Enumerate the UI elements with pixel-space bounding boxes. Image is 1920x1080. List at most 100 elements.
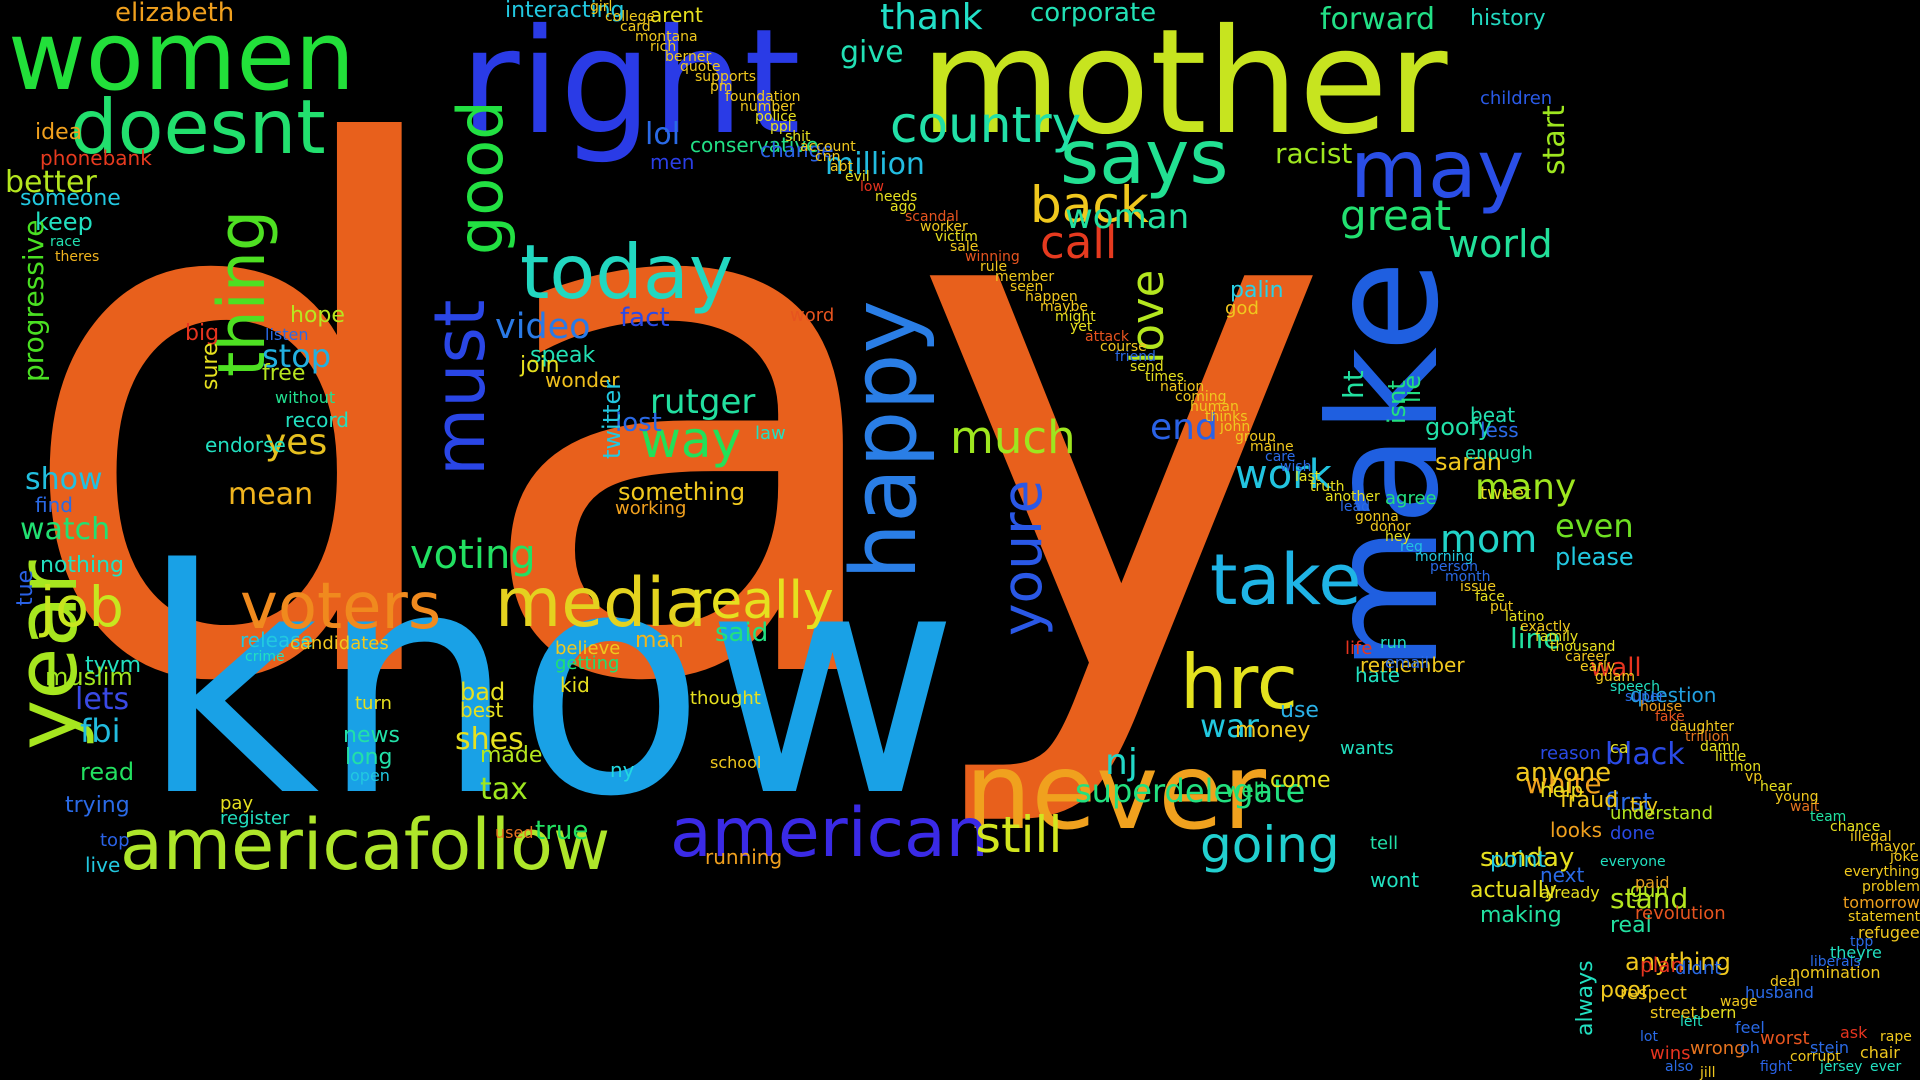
- word-history: history: [1470, 6, 1546, 31]
- word-great: great: [1340, 191, 1452, 240]
- word-shes: shes: [455, 722, 524, 757]
- word-watch: watch: [20, 512, 111, 547]
- word-chance: chance: [1830, 819, 1881, 835]
- word-record: record: [285, 408, 349, 432]
- word-actually: actually: [1470, 878, 1557, 903]
- word-lost: lost: [615, 408, 662, 438]
- word-tax: tax: [480, 772, 528, 807]
- word-reg: reg: [1400, 539, 1423, 555]
- word-mon: mon: [1730, 759, 1762, 775]
- word-yet: yet: [1070, 319, 1093, 335]
- word-didnt: didnt: [1675, 958, 1722, 979]
- word-come: come: [1270, 768, 1331, 793]
- word-early: early: [1580, 659, 1616, 675]
- word-progressive: progressive: [17, 219, 50, 382]
- word-reason: reason: [1540, 743, 1601, 764]
- word-team: team: [1810, 809, 1847, 825]
- word-mayor: mayor: [1870, 839, 1915, 855]
- word-wall: wall: [1590, 653, 1642, 683]
- word-voters: voters: [240, 570, 442, 644]
- word-statement: statement: [1848, 909, 1920, 925]
- word-email: email: [1385, 653, 1430, 672]
- word-free: free: [262, 361, 306, 386]
- word-lie: lie: [1398, 374, 1426, 403]
- word-shit: shit: [785, 129, 811, 145]
- word-theyre: theyre: [1830, 943, 1882, 962]
- word-muslim: muslim: [45, 663, 133, 691]
- word-palin: palin: [1230, 278, 1284, 303]
- word-better: better: [5, 165, 97, 200]
- word-live: live: [85, 853, 121, 877]
- word-stand: stand: [1610, 882, 1689, 915]
- word-day: day: [10, 1, 1335, 839]
- word-needs: needs: [875, 189, 918, 205]
- word-american: american: [670, 794, 989, 873]
- word-little: little: [1715, 749, 1747, 765]
- word-show: show: [25, 462, 103, 497]
- word-beat: beat: [1470, 403, 1516, 427]
- word-thought: thought: [690, 688, 761, 709]
- word-working: working: [615, 498, 687, 519]
- word-tpp: tpp: [1850, 934, 1874, 950]
- word-listen: listen: [265, 325, 309, 344]
- word-must: must: [419, 299, 501, 476]
- word-help: help: [1540, 778, 1584, 802]
- word-something: something: [618, 478, 746, 506]
- word-stop: stop: [262, 337, 332, 375]
- word-less: less: [1480, 418, 1519, 442]
- word-berner: berner: [665, 49, 712, 65]
- word-use: use: [1280, 698, 1319, 723]
- word-making: making: [1480, 903, 1562, 928]
- word-call: call: [1040, 216, 1118, 269]
- word-tell: tell: [1370, 833, 1399, 854]
- word-back: back: [1030, 176, 1149, 234]
- word-law: law: [755, 423, 786, 444]
- word-college: college: [605, 9, 656, 25]
- word-winning: winning: [965, 249, 1020, 265]
- word-rutger: rutger: [650, 382, 756, 422]
- word-human: human: [1190, 399, 1239, 415]
- word-may: may: [1350, 123, 1525, 216]
- word-nation: nation: [1160, 379, 1205, 395]
- word-says: says: [1060, 113, 1229, 201]
- word-news: news: [343, 723, 400, 748]
- word-join: join: [520, 353, 560, 378]
- word-fbi: fbi: [80, 712, 121, 750]
- word-oh: oh: [1740, 1038, 1760, 1057]
- word-nomination: nomination: [1790, 963, 1881, 982]
- word-media: media: [495, 564, 707, 643]
- word-sure: sure: [198, 342, 223, 390]
- word-please: please: [1555, 543, 1634, 571]
- word-low: low: [860, 179, 884, 195]
- word-job: job: [40, 575, 124, 639]
- word-nj: nj: [1105, 742, 1138, 783]
- word-another: another: [1325, 489, 1380, 505]
- word-candidates: candidates: [290, 633, 389, 654]
- word-truth: truth: [1310, 479, 1345, 495]
- word-ca: ca: [1610, 738, 1629, 757]
- word-interacting: interacting: [505, 0, 625, 23]
- word-course: course: [1100, 339, 1147, 355]
- word-line: line: [1510, 622, 1561, 655]
- word-rich: rich: [650, 39, 677, 55]
- word-house: house: [1640, 699, 1683, 715]
- word-cnn: cnn: [815, 149, 841, 165]
- word-point: point: [1490, 848, 1547, 873]
- word-donor: donor: [1370, 519, 1411, 535]
- word-husband: husband: [1745, 983, 1814, 1002]
- word-tue: tue: [13, 569, 38, 606]
- word-person: person: [1430, 559, 1478, 575]
- word-super: super: [1625, 689, 1665, 705]
- word-looks: looks: [1550, 818, 1603, 842]
- word-real: real: [1610, 913, 1652, 938]
- word-woman: woman: [1065, 197, 1190, 237]
- word-abt: abt: [830, 159, 853, 175]
- word-life: life: [1345, 638, 1373, 659]
- word-everyone: everyone: [1600, 854, 1666, 870]
- word-running: running: [705, 845, 783, 869]
- word-put: put: [1490, 599, 1514, 615]
- word-career: career: [1565, 649, 1610, 665]
- word-money: money: [1235, 718, 1311, 743]
- word-anything: anything: [1625, 948, 1731, 976]
- word-latino: latino: [1505, 609, 1545, 625]
